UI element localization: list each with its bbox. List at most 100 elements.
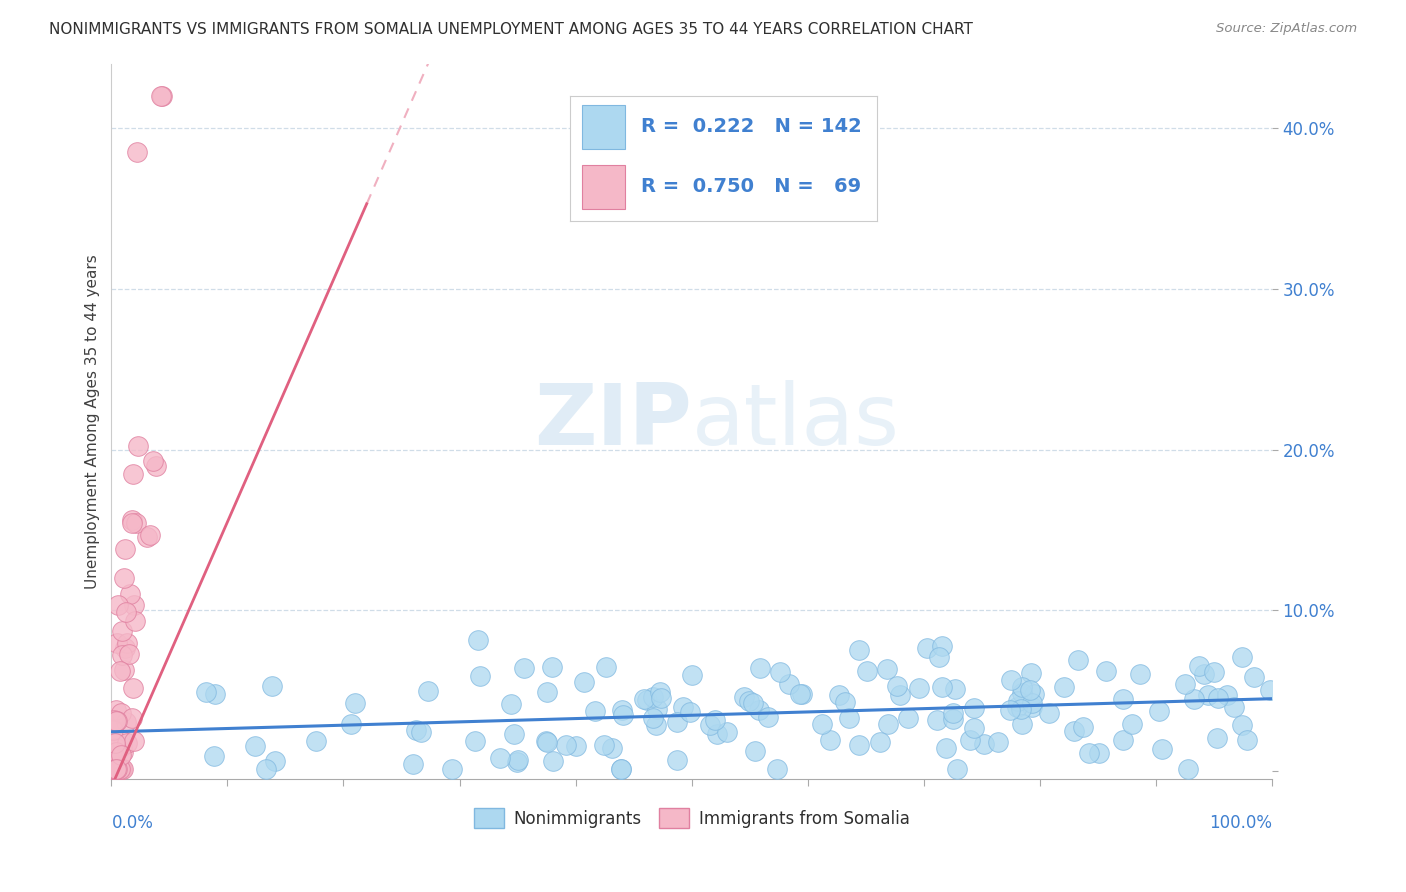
Point	[202, 748, 225, 763]
Point	[124, 516, 146, 531]
Point	[499, 698, 522, 712]
Point	[610, 762, 633, 776]
Point	[1150, 742, 1173, 756]
Point	[583, 704, 606, 718]
Point	[1011, 680, 1033, 694]
Point	[142, 454, 165, 468]
Point	[748, 703, 770, 717]
Point	[340, 717, 363, 731]
Point	[555, 738, 578, 752]
Point	[1232, 650, 1254, 665]
Point	[104, 762, 127, 776]
Point	[104, 762, 127, 776]
Point	[681, 668, 703, 682]
Point	[1243, 670, 1265, 684]
Point	[112, 745, 135, 759]
Point	[889, 688, 911, 702]
Point	[105, 714, 128, 728]
Point	[838, 711, 860, 725]
Point	[931, 680, 953, 694]
Point	[121, 516, 143, 531]
Point	[679, 705, 702, 719]
Point	[468, 668, 491, 682]
Point	[305, 733, 328, 747]
Point	[104, 757, 127, 772]
Point	[672, 700, 695, 714]
Text: ZIP: ZIP	[534, 380, 692, 463]
Point	[101, 723, 124, 737]
Point	[641, 690, 664, 705]
Point	[946, 762, 969, 776]
Point	[467, 633, 489, 648]
Point	[105, 636, 128, 650]
Point	[1007, 694, 1029, 708]
Point	[441, 762, 464, 776]
Text: atlas: atlas	[692, 380, 900, 463]
Point	[104, 736, 127, 750]
Point	[541, 659, 564, 673]
Point	[600, 740, 623, 755]
Point	[756, 709, 779, 723]
Point	[1005, 699, 1028, 714]
Point	[121, 512, 143, 526]
Point	[145, 458, 167, 473]
Point	[124, 614, 146, 628]
Point	[848, 643, 870, 657]
Point	[886, 679, 908, 693]
Point	[749, 661, 772, 675]
Point	[1053, 681, 1076, 695]
Point	[104, 762, 127, 776]
Point	[111, 762, 134, 776]
Point	[128, 439, 150, 453]
Point	[998, 703, 1021, 717]
Point	[1022, 687, 1045, 701]
Point	[105, 714, 128, 728]
Point	[811, 717, 834, 731]
Point	[506, 755, 529, 769]
Point	[704, 713, 727, 727]
Point	[536, 685, 558, 699]
Point	[768, 665, 790, 680]
Point	[818, 733, 841, 747]
Point	[1021, 696, 1043, 710]
Point	[1258, 683, 1281, 698]
Point	[1010, 702, 1032, 716]
Point	[565, 739, 588, 753]
Point	[645, 718, 668, 732]
Point	[1067, 653, 1090, 667]
Point	[633, 691, 655, 706]
Point	[104, 740, 127, 755]
Point	[534, 734, 557, 748]
Point	[766, 762, 789, 776]
Point	[856, 664, 879, 678]
Point	[122, 467, 145, 481]
Point	[120, 587, 142, 601]
Point	[789, 687, 811, 701]
Point	[115, 605, 138, 619]
Point	[111, 762, 134, 776]
Point	[416, 684, 439, 698]
Point	[107, 598, 129, 612]
Point	[1071, 720, 1094, 734]
Point	[512, 660, 534, 674]
Text: 100.0%: 100.0%	[1209, 814, 1272, 832]
Point	[195, 684, 218, 698]
Point	[107, 762, 129, 776]
Point	[963, 700, 986, 714]
Point	[103, 762, 125, 776]
Point	[1182, 692, 1205, 706]
Point	[105, 762, 128, 776]
Point	[1087, 746, 1109, 760]
Point	[262, 680, 284, 694]
Point	[643, 711, 665, 725]
Point	[699, 718, 721, 732]
Text: Source: ZipAtlas.com: Source: ZipAtlas.com	[1216, 22, 1357, 36]
Point	[987, 735, 1010, 749]
Point	[1011, 686, 1033, 700]
Point	[716, 725, 738, 739]
Point	[1019, 682, 1042, 697]
Point	[666, 753, 689, 767]
Point	[107, 762, 129, 776]
Point	[503, 726, 526, 740]
Point	[108, 731, 131, 746]
